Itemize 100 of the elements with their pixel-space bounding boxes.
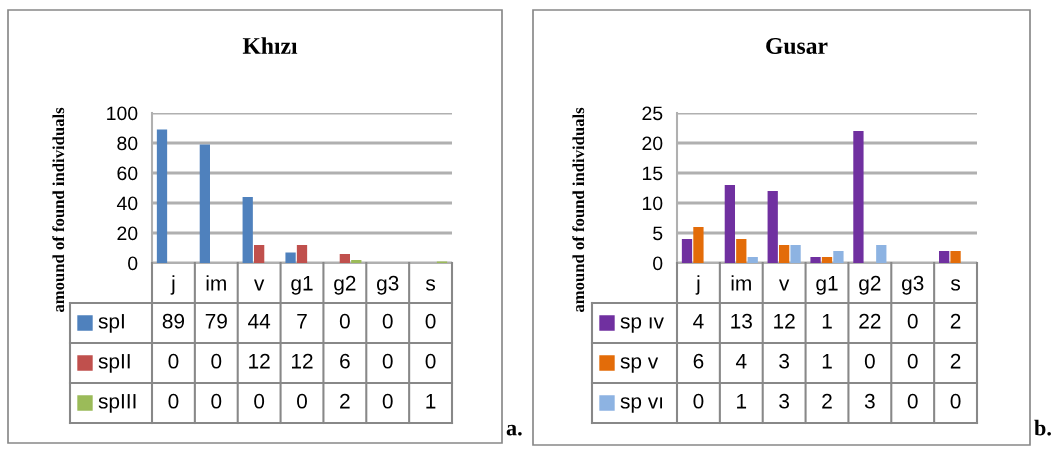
data-label: 13 [731, 313, 752, 329]
data-label: 3 [779, 353, 790, 369]
x-tick-label: j [695, 275, 700, 295]
x-tick-label: s [425, 279, 436, 291]
data-label: 4 [735, 354, 747, 369]
data-label: 2 [950, 313, 961, 329]
data-label: 0 [297, 393, 307, 409]
bar [199, 144, 210, 263]
data-label: 0 [382, 313, 393, 329]
x-tick-label: g3 [377, 275, 399, 295]
y-tick-label: 0 [653, 256, 663, 271]
bar [724, 185, 735, 263]
data-label: 89 [162, 313, 185, 329]
x-tick-label: v [779, 279, 790, 291]
y-tick-label: 100 [107, 106, 138, 121]
bar [339, 254, 350, 263]
data-label: 6 [693, 353, 704, 369]
data-label: 2 [340, 393, 350, 409]
bar [821, 257, 833, 263]
bar [693, 227, 704, 263]
y-tick-label: 0 [128, 256, 138, 271]
bar [736, 239, 747, 263]
bar [939, 251, 950, 263]
y-tick-label: 40 [116, 196, 138, 211]
y-axis-title: amound of found individuals [572, 107, 585, 313]
data-label: 44 [248, 314, 271, 329]
bar [296, 245, 308, 263]
data-label: 0 [907, 393, 918, 409]
bar [779, 245, 790, 263]
data-label: 0 [211, 393, 222, 409]
x-tick-label: g1 [291, 276, 313, 295]
bar [950, 251, 961, 263]
data-label: 6 [340, 353, 350, 369]
bar [351, 260, 362, 263]
x-tick-label: j [170, 275, 175, 295]
x-tick-label: s [950, 279, 961, 291]
y-tick-label: 20 [642, 136, 663, 151]
x-tick-label: g2 [859, 275, 881, 295]
x-tick-label: g1 [816, 276, 838, 295]
legend-label: sp vı [620, 397, 663, 413]
data-label: 0 [211, 353, 222, 369]
bar [242, 197, 253, 263]
legend-label: spII [98, 354, 130, 373]
chart-title: Gusar [766, 38, 828, 54]
y-tick-label: 20 [117, 226, 138, 241]
bar [254, 245, 265, 263]
y-tick-label: 80 [117, 136, 138, 151]
data-label: 0 [907, 313, 918, 329]
legend-label: sp ıv [620, 317, 664, 333]
data-label: 1 [426, 394, 436, 409]
text: a. [506, 424, 522, 436]
x-tick-label: v [254, 279, 265, 291]
bar [285, 252, 296, 263]
data-label: 1 [737, 394, 747, 409]
data-label: 3 [864, 393, 875, 409]
data-label: 0 [168, 353, 179, 369]
bar [790, 245, 801, 263]
x-tick-label: g3 [902, 275, 924, 295]
data-label: 3 [779, 393, 790, 409]
data-label: 0 [382, 393, 393, 409]
x-tick-label: im [206, 275, 226, 291]
y-tick-label: 60 [117, 166, 138, 181]
legend-label: sp v [620, 357, 659, 373]
data-label: 22 [859, 313, 881, 329]
data-label: 1 [822, 354, 832, 369]
data-label: 0 [864, 353, 875, 369]
data-label: 0 [254, 393, 265, 409]
y-tick-label: 10 [642, 196, 663, 211]
data-label: 0 [382, 353, 393, 369]
data-label: 0 [425, 353, 436, 369]
chart-title: Khızı [242, 37, 298, 54]
legend-label: spIII [98, 394, 136, 413]
data-label: 0 [425, 313, 436, 329]
data-label: 0 [907, 353, 918, 369]
data-label: 12 [292, 353, 313, 369]
data-label: 2 [822, 393, 832, 409]
data-label: 0 [693, 393, 704, 409]
data-label: 12 [249, 353, 270, 369]
legend-label: spI [98, 314, 124, 333]
data-label: 0 [950, 393, 961, 409]
data-label: 0 [339, 313, 350, 329]
bar [833, 251, 844, 263]
data-label: 4 [693, 314, 704, 329]
bar [767, 191, 778, 263]
data-label: 12 [774, 313, 795, 329]
data-label: 2 [950, 353, 961, 369]
bar [810, 257, 821, 263]
y-tick-label: 5 [653, 226, 663, 241]
y-tick-label: 15 [642, 166, 663, 181]
bar [876, 245, 887, 263]
data-label: 0 [168, 393, 179, 409]
y-axis-title: amound of found individuals [52, 107, 65, 313]
x-tick-label: im [731, 275, 751, 291]
data-label: 1 [822, 314, 832, 329]
bar [747, 257, 758, 263]
text: b. [1034, 419, 1051, 436]
bar [156, 129, 168, 263]
x-tick-label: g2 [334, 275, 356, 295]
data-label: 7 [297, 314, 307, 329]
bar [681, 239, 693, 263]
